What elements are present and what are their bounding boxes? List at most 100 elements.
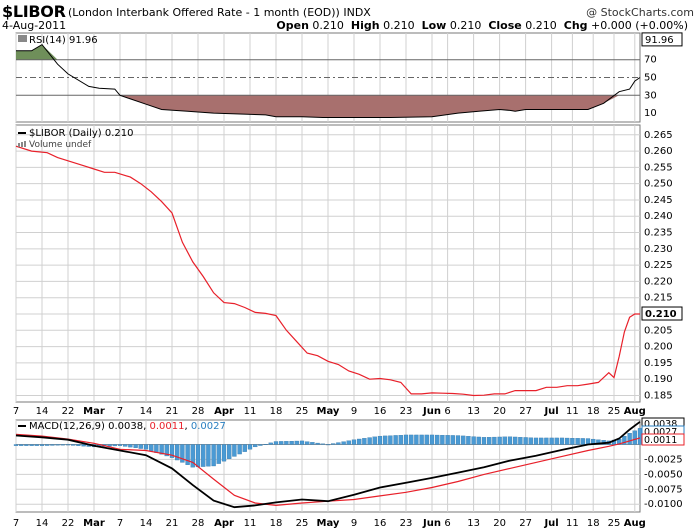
volume-bar-icon — [18, 143, 20, 147]
chart-header: $LIBOR (London Interbank Offered Rate - … — [0, 0, 700, 32]
macd-histogram-bar — [461, 435, 466, 445]
symbol-title: $LIBOR — [2, 2, 66, 21]
macd-histogram-bar — [247, 444, 253, 450]
macd-histogram-bar — [237, 444, 242, 455]
macd-histogram-bar — [388, 435, 393, 445]
macd-histogram-bar — [471, 436, 476, 445]
x-tick-label-bottom: 14 — [36, 518, 49, 529]
macd-histogram-bar — [24, 444, 29, 446]
macd-histogram-bar — [29, 444, 34, 446]
macd-histogram-bar — [71, 444, 76, 446]
x-tick-label-top: Apr — [214, 406, 234, 417]
macd-histogram-bar — [253, 444, 258, 448]
price-tick-label: 0.235 — [644, 228, 673, 239]
x-tick-label-top: 18 — [587, 406, 600, 417]
x-tick-label-top: 13 — [467, 406, 480, 417]
macd-histogram-bar — [466, 436, 471, 445]
macd-histogram-bar — [273, 441, 279, 445]
macd-histogram-bar — [445, 435, 450, 445]
macd-histogram-bar — [336, 442, 341, 445]
macd-title: MACD(12,26,9) 0.0038, 0.0011, 0.0027 — [29, 421, 226, 432]
macd-histogram-bar — [637, 428, 643, 445]
volume-label: Volume undef — [29, 140, 92, 150]
macd-histogram-bar — [45, 444, 50, 446]
rsi-oversold-fill — [16, 95, 640, 118]
macd-histogram-bar — [507, 436, 513, 445]
rsi-tick-label: 70 — [644, 55, 657, 66]
price-tick-label: 0.245 — [644, 195, 673, 206]
macd-histogram-bar — [320, 443, 325, 445]
x-tick-label-top: 14 — [140, 406, 153, 417]
x-tick-label-top: 28 — [192, 406, 205, 417]
x-tick-label-bottom: 23 — [400, 518, 413, 529]
price-tick-label: 0.230 — [644, 244, 673, 255]
price-tick-label: 0.185 — [644, 390, 673, 401]
x-tick-label-bottom: Mar — [83, 518, 105, 529]
price-tick-label: 0.190 — [644, 374, 673, 385]
price-tick-label: 0.215 — [644, 293, 673, 304]
macd-histogram-bar — [216, 444, 221, 464]
macd-tick-label: -0.0050 — [644, 469, 683, 480]
x-tick-label-bottom: 27 — [519, 518, 532, 529]
macd-histogram-bar — [159, 444, 164, 455]
macd-histogram-bar — [575, 438, 580, 445]
rsi-last-value-box — [641, 32, 683, 47]
macd-histogram-bar — [632, 430, 637, 445]
macd-histogram-bar — [424, 434, 429, 445]
macd-histogram-bar — [279, 441, 284, 445]
macd-histogram-bar — [377, 435, 383, 445]
volume-bar-icon — [21, 142, 23, 147]
macd-histogram-bar — [39, 444, 45, 446]
macd-histogram-bar — [117, 444, 123, 446]
macd-histogram-bar — [123, 444, 128, 447]
x-tick-label-top: 25 — [296, 406, 309, 417]
macd-sep: , — [184, 421, 190, 432]
macd-histogram-bar — [258, 444, 263, 446]
price-tick-label: 0.205 — [644, 325, 673, 336]
x-tick-label-top: 27 — [519, 406, 532, 417]
macd-histogram-bar — [263, 444, 268, 445]
macd-histogram-bar — [622, 435, 627, 445]
macd-histogram-bar — [185, 444, 190, 465]
macd-histogram-bar — [580, 438, 585, 445]
macd-histogram-bar — [310, 442, 315, 445]
macd-histogram-bar — [149, 444, 154, 452]
macd-histogram-bar — [190, 444, 195, 468]
macd-last-value-box — [641, 433, 685, 446]
x-tick-label-bottom: 9 — [351, 518, 357, 529]
copyright-link[interactable]: @ StockCharts.com — [586, 6, 694, 19]
x-tick-label-top: May — [317, 406, 340, 417]
macd-histogram-bar — [294, 440, 299, 445]
x-tick-label-bottom: May — [317, 518, 340, 529]
macd-histogram-bar — [128, 444, 133, 448]
x-tick-label-bottom: 18 — [270, 518, 283, 529]
x-tick-label-bottom: 6 — [444, 518, 450, 529]
x-tick-label-top: 7 — [117, 406, 123, 417]
x-tick-label-bottom: 22 — [62, 518, 75, 529]
macd-last-value: 0.0027 — [644, 427, 677, 438]
macd-histogram-bar — [81, 444, 86, 447]
quote-date: 4-Aug-2011 — [2, 19, 67, 32]
x-tick-label-top: 6 — [444, 406, 450, 417]
macd-histogram-bar — [325, 444, 331, 446]
macd-histogram-bar — [65, 444, 71, 446]
x-tick-label-top: 18 — [270, 406, 283, 417]
macd-line — [15, 421, 641, 509]
volume-bar-icon — [24, 141, 26, 147]
x-tick-label-top: 9 — [351, 406, 357, 417]
rsi-tick-label: 10 — [644, 108, 657, 119]
macd-histogram-bar — [55, 444, 60, 446]
macd-histogram-bar — [554, 437, 559, 445]
macd-histogram-bar — [440, 435, 445, 445]
macd-histogram-bar — [195, 444, 201, 468]
x-tick-label-bottom: 25 — [296, 518, 309, 529]
macd-histogram-bar — [544, 437, 549, 445]
macd-histogram-bar — [211, 444, 216, 467]
x-tick-label-bottom: 11 — [244, 518, 257, 529]
macd-signal-value: 0.0011 — [149, 421, 184, 432]
macd-histogram-bar — [164, 444, 169, 457]
macd-histogram-bar — [143, 444, 149, 450]
macd-histogram-bar — [169, 444, 175, 458]
rsi-line — [16, 43, 641, 118]
